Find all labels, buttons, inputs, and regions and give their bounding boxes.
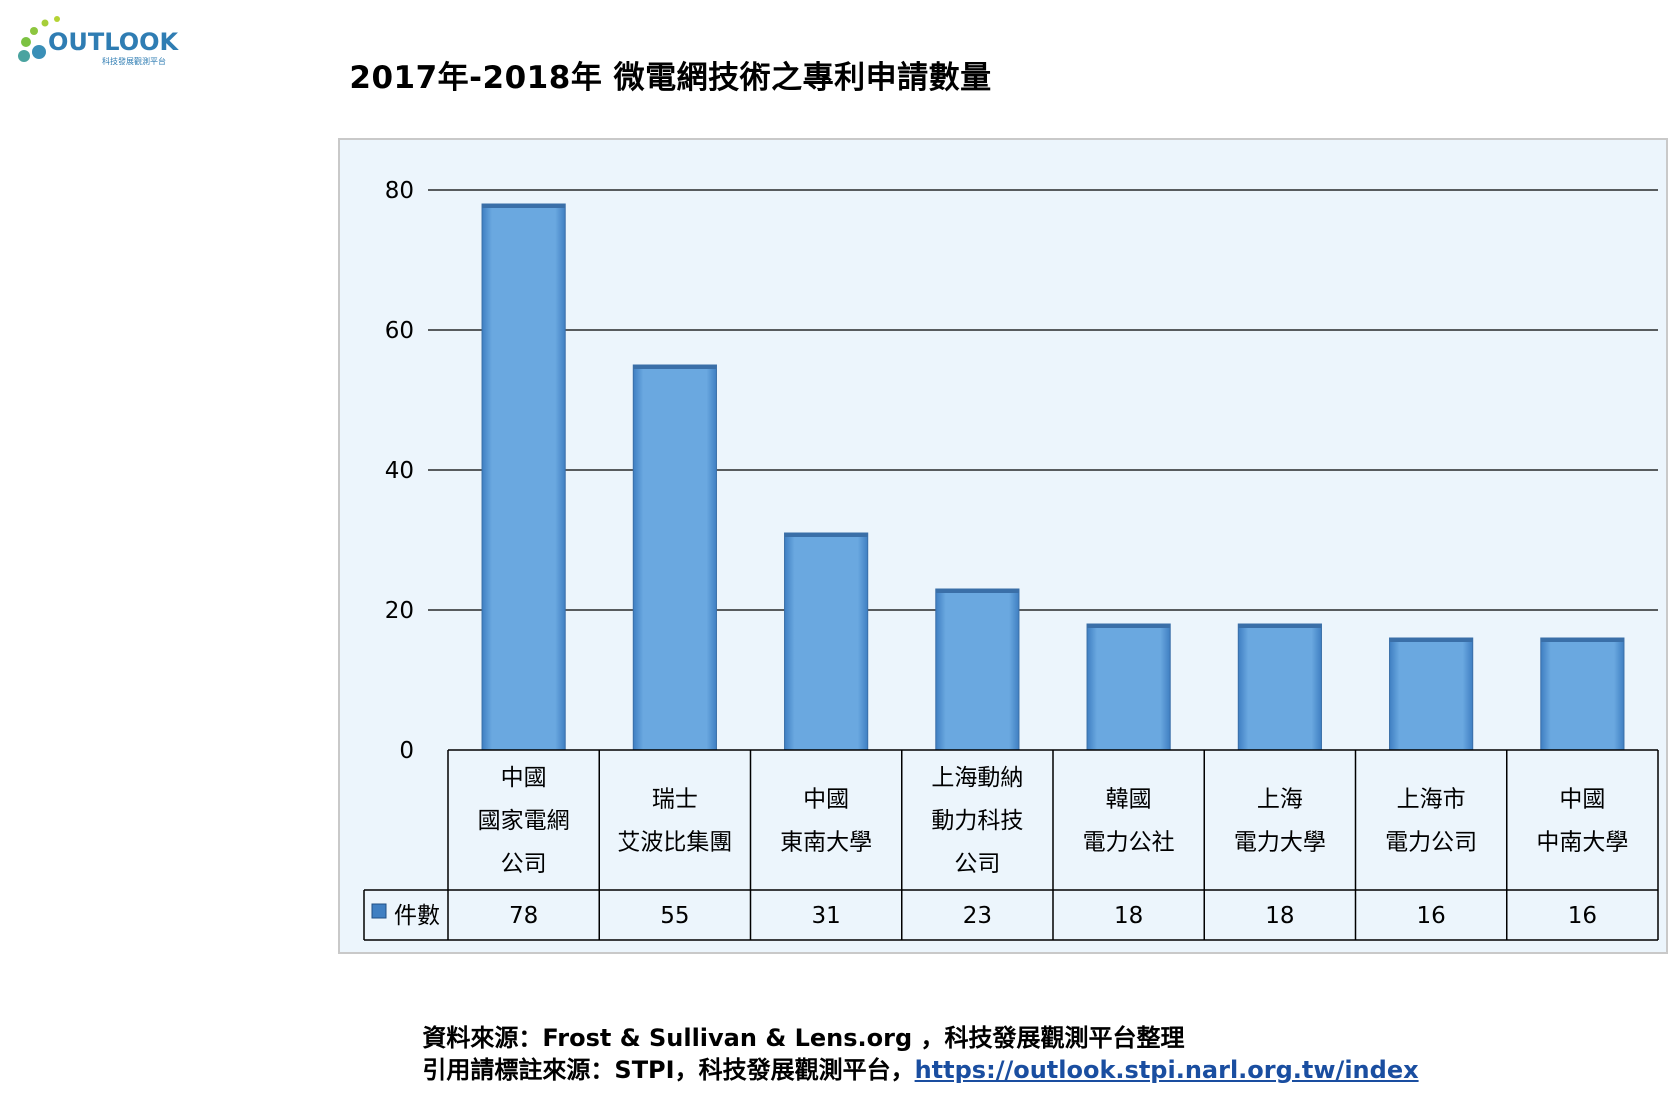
category-label: 中國	[1559, 787, 1605, 813]
data-value-label: 16	[1416, 903, 1445, 929]
bar	[935, 588, 1020, 751]
bar-cap	[1540, 638, 1624, 642]
legend-key	[371, 903, 387, 919]
legend-series-name: 件數	[394, 903, 440, 929]
category-label: 電力公社	[1083, 830, 1175, 856]
category-label: 公司	[501, 851, 547, 877]
category-label: 電力公司	[1385, 830, 1477, 856]
category-label: 上海	[1257, 787, 1303, 813]
bar	[481, 203, 566, 751]
data-value-label: 18	[1265, 903, 1294, 929]
category-label: 艾波比集團	[617, 830, 732, 856]
bar	[1086, 623, 1171, 751]
bar-cap	[1389, 638, 1473, 642]
category-label: 瑞士	[652, 787, 698, 813]
y-tick-label: 40	[385, 458, 414, 484]
bar	[1237, 623, 1322, 751]
data-value-label: 18	[1114, 903, 1143, 929]
category-label: 中國	[803, 787, 849, 813]
bar-cap	[1087, 624, 1171, 628]
source-line-2: 引用請標註來源：STPI，科技發展觀測平台，https://outlook.st…	[422, 1054, 1418, 1086]
bar-cap	[784, 533, 868, 537]
citation-text: 引用請標註來源：STPI，科技發展觀測平台，	[422, 1056, 915, 1084]
bar	[784, 532, 869, 751]
category-label: 上海市	[1397, 787, 1466, 813]
bar	[1540, 637, 1625, 751]
data-value-label: 78	[509, 903, 538, 929]
category-label: 國家電網	[478, 808, 570, 834]
y-tick-label: 0	[399, 738, 414, 764]
bar	[1389, 637, 1474, 751]
category-label: 中南大學	[1536, 830, 1628, 856]
y-tick-label: 20	[385, 598, 414, 624]
bar-cap	[935, 589, 1019, 593]
outlook-logo: OUTLOOK 科技發展觀測平台	[14, 8, 184, 70]
data-value-label: 23	[963, 903, 992, 929]
bar-cap	[1238, 624, 1322, 628]
source-note: 資料來源：Frost & Sullivan & Lens.org ，科技發展觀測…	[0, 1022, 1671, 1086]
chart-area: 0 20 40 60 80 中國國家電網公司 瑞士艾波比集團 中國東南大學 上海動納動力科技公司…	[338, 138, 1668, 954]
source-line-1: 資料來源：Frost & Sullivan & Lens.org ，科技發展觀測…	[422, 1024, 1185, 1052]
category-label: 中國	[501, 765, 547, 791]
source-link[interactable]: https://outlook.stpi.narl.org.tw/index	[914, 1056, 1419, 1084]
category-label: 電力大學	[1234, 830, 1326, 856]
data-value-label: 55	[660, 903, 689, 929]
data-value-label: 16	[1568, 903, 1597, 929]
category-label: 東南大學	[780, 830, 872, 856]
data-value-label: 31	[811, 903, 840, 929]
bar	[632, 364, 717, 751]
y-tick-label: 60	[385, 318, 414, 344]
category-label: 動力科技	[931, 808, 1023, 834]
bar-cap	[633, 365, 717, 369]
bar-cap	[482, 204, 566, 208]
chart-title: 2017年-2018年 微電網技術之專利申請數量	[349, 60, 992, 96]
category-label: 上海動納	[931, 765, 1023, 791]
category-label: 公司	[954, 851, 1000, 877]
y-tick-label: 80	[385, 178, 414, 204]
logo-subtitle: 科技發展觀測平台	[102, 56, 166, 66]
logo-text: OUTLOOK	[48, 28, 180, 56]
category-label: 韓國	[1106, 787, 1152, 813]
